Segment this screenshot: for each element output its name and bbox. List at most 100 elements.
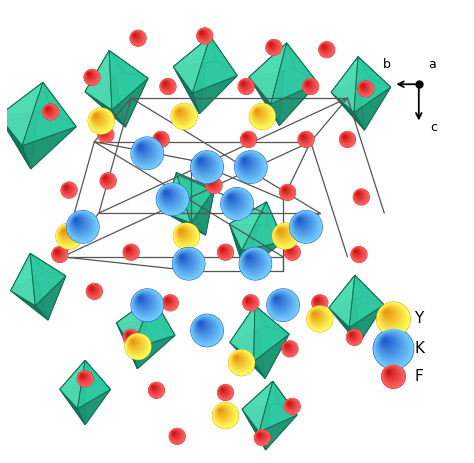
Circle shape (307, 82, 309, 85)
Circle shape (288, 248, 290, 250)
Circle shape (355, 250, 358, 253)
Circle shape (384, 310, 391, 317)
Circle shape (197, 28, 212, 44)
Circle shape (81, 375, 84, 378)
Circle shape (67, 211, 99, 243)
Circle shape (43, 104, 58, 119)
Polygon shape (210, 36, 237, 75)
Circle shape (255, 430, 270, 445)
Circle shape (320, 44, 330, 53)
Circle shape (199, 30, 209, 39)
Circle shape (267, 41, 278, 52)
Circle shape (247, 256, 250, 258)
Circle shape (374, 329, 413, 369)
Circle shape (75, 219, 77, 221)
Polygon shape (254, 306, 289, 362)
Circle shape (384, 367, 400, 383)
Circle shape (199, 159, 201, 162)
Circle shape (152, 386, 155, 388)
Circle shape (78, 372, 91, 384)
Circle shape (256, 110, 258, 112)
Circle shape (380, 335, 397, 352)
Circle shape (220, 388, 227, 394)
Circle shape (342, 134, 349, 142)
Circle shape (201, 32, 203, 34)
Circle shape (374, 330, 411, 366)
Circle shape (178, 228, 187, 237)
Polygon shape (10, 291, 48, 320)
Polygon shape (242, 202, 283, 250)
Circle shape (358, 81, 373, 96)
Circle shape (313, 312, 317, 316)
Circle shape (312, 311, 319, 319)
Circle shape (361, 83, 367, 90)
Circle shape (60, 227, 71, 238)
Circle shape (245, 296, 255, 307)
Circle shape (88, 74, 89, 75)
Circle shape (296, 217, 307, 228)
Circle shape (215, 405, 233, 423)
Circle shape (177, 110, 181, 113)
Circle shape (269, 43, 273, 47)
Circle shape (125, 332, 134, 340)
Circle shape (288, 402, 290, 405)
Circle shape (349, 332, 356, 338)
Circle shape (157, 184, 188, 215)
Circle shape (238, 79, 254, 94)
Circle shape (218, 408, 224, 414)
Circle shape (54, 249, 63, 257)
Circle shape (213, 403, 238, 428)
Circle shape (266, 40, 282, 55)
Circle shape (353, 248, 363, 258)
Circle shape (58, 225, 76, 244)
Circle shape (356, 192, 361, 197)
Circle shape (315, 298, 321, 304)
Circle shape (149, 383, 163, 396)
Circle shape (241, 157, 252, 168)
Circle shape (53, 248, 65, 260)
Circle shape (131, 31, 145, 45)
Circle shape (246, 299, 249, 301)
Circle shape (124, 244, 139, 260)
Circle shape (307, 307, 332, 332)
Circle shape (85, 71, 97, 82)
Circle shape (200, 31, 205, 37)
Circle shape (175, 225, 195, 244)
Circle shape (246, 298, 251, 303)
Circle shape (383, 339, 386, 342)
Circle shape (243, 134, 251, 142)
Circle shape (88, 73, 91, 76)
Polygon shape (153, 297, 175, 335)
Circle shape (308, 307, 330, 329)
Circle shape (164, 83, 165, 84)
Circle shape (73, 217, 82, 226)
Circle shape (286, 400, 297, 411)
Circle shape (256, 432, 265, 440)
Circle shape (226, 193, 241, 208)
Circle shape (136, 294, 152, 309)
Circle shape (198, 332, 209, 343)
Polygon shape (271, 83, 318, 125)
Circle shape (130, 31, 146, 46)
Circle shape (198, 157, 206, 166)
Circle shape (93, 113, 100, 120)
Circle shape (197, 320, 208, 332)
Polygon shape (164, 173, 192, 213)
Circle shape (308, 307, 331, 330)
Circle shape (131, 137, 164, 169)
Circle shape (216, 406, 230, 420)
Circle shape (213, 403, 238, 428)
Circle shape (175, 225, 196, 246)
Circle shape (359, 82, 371, 94)
Circle shape (58, 225, 78, 244)
Polygon shape (176, 173, 215, 235)
Circle shape (295, 215, 310, 231)
Circle shape (132, 340, 134, 342)
Circle shape (246, 298, 250, 302)
Circle shape (199, 31, 207, 38)
Circle shape (165, 298, 172, 304)
Polygon shape (355, 275, 384, 344)
Circle shape (134, 292, 156, 314)
Text: a: a (428, 58, 436, 71)
Circle shape (287, 401, 294, 408)
